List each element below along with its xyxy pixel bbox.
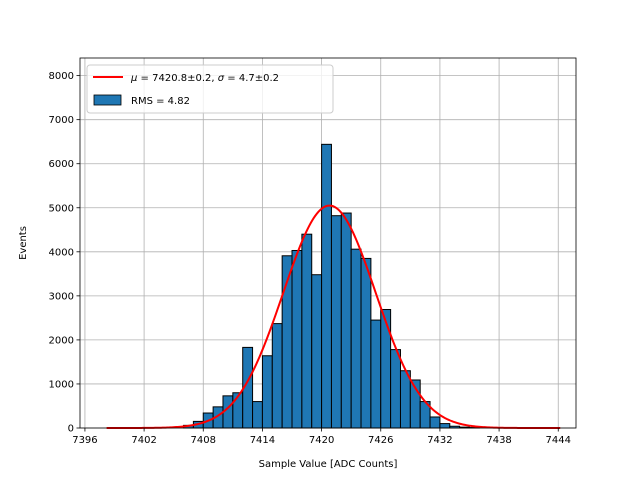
y-tick-label: 2000 [49,335,74,346]
plot-frame [79,57,577,429]
legend-mu-value: = 7420.8±0.2, [137,73,217,84]
histogram-bar [399,370,411,429]
y-tick-label: 4000 [49,247,74,258]
legend-box [86,64,334,114]
y-tick-label: 6000 [49,159,74,170]
y-axis-ticks: 0 1000 2000 3000 4000 5000 6000 7000 8000 [49,71,80,435]
histogram-bar [311,274,323,429]
histogram-bar [301,233,313,429]
histogram-bar [252,401,263,429]
histogram-bar [330,215,342,429]
histogram-bar [340,212,352,429]
x-tick-label: 7432 [427,435,452,446]
legend-sigma-value: = 4.7±0.2 [224,73,279,84]
y-tick-label: 8000 [49,71,74,82]
histogram-bar [321,143,332,429]
x-tick-label: 7402 [131,435,156,446]
histogram-bar [390,349,401,429]
x-tick-label: 7444 [546,435,571,446]
histogram-bar [261,355,273,429]
x-axis-ticks: 7396 7402 7408 7414 7420 7426 7432 7438 7444 [72,428,571,446]
histogram-bar [360,257,372,429]
legend-sigma-symbol: σ [218,73,225,84]
legend: μ = 7420.8±0.2, σ = 4.7±0.2 RMS = 4.82 [86,64,334,114]
x-tick-label: 7426 [368,435,393,446]
y-tick-label: 0 [68,424,74,435]
y-tick-label: 5000 [49,203,74,214]
histogram-bar [291,249,303,429]
x-axis-title: Sample Value [ADC Counts] [259,459,398,470]
y-tick-label: 3000 [49,291,74,302]
histogram-bar [429,416,441,429]
x-tick-label: 7420 [309,435,334,446]
y-axis-title: Events [18,226,29,260]
legend-mu-symbol: μ [130,73,137,84]
x-tick-label: 7408 [191,435,216,446]
legend-fit-label: μ = 7420.8±0.2, σ = 4.7±0.2 [130,73,279,84]
x-tick-label: 7438 [486,435,511,446]
histogram-bar [439,423,451,429]
x-tick-label: 7396 [72,435,97,446]
histogram-bar [350,248,362,429]
x-tick-label: 7414 [250,435,275,446]
gaussian-fit-curve [106,204,561,429]
y-tick-label: 7000 [49,115,74,126]
legend-hist-swatch [93,94,122,106]
histogram-bar [370,319,382,429]
legend-hist-label: RMS = 4.82 [131,96,190,107]
y-tick-label: 1000 [49,379,74,390]
histogram-bar [380,309,392,429]
histogram-bar [271,323,283,429]
